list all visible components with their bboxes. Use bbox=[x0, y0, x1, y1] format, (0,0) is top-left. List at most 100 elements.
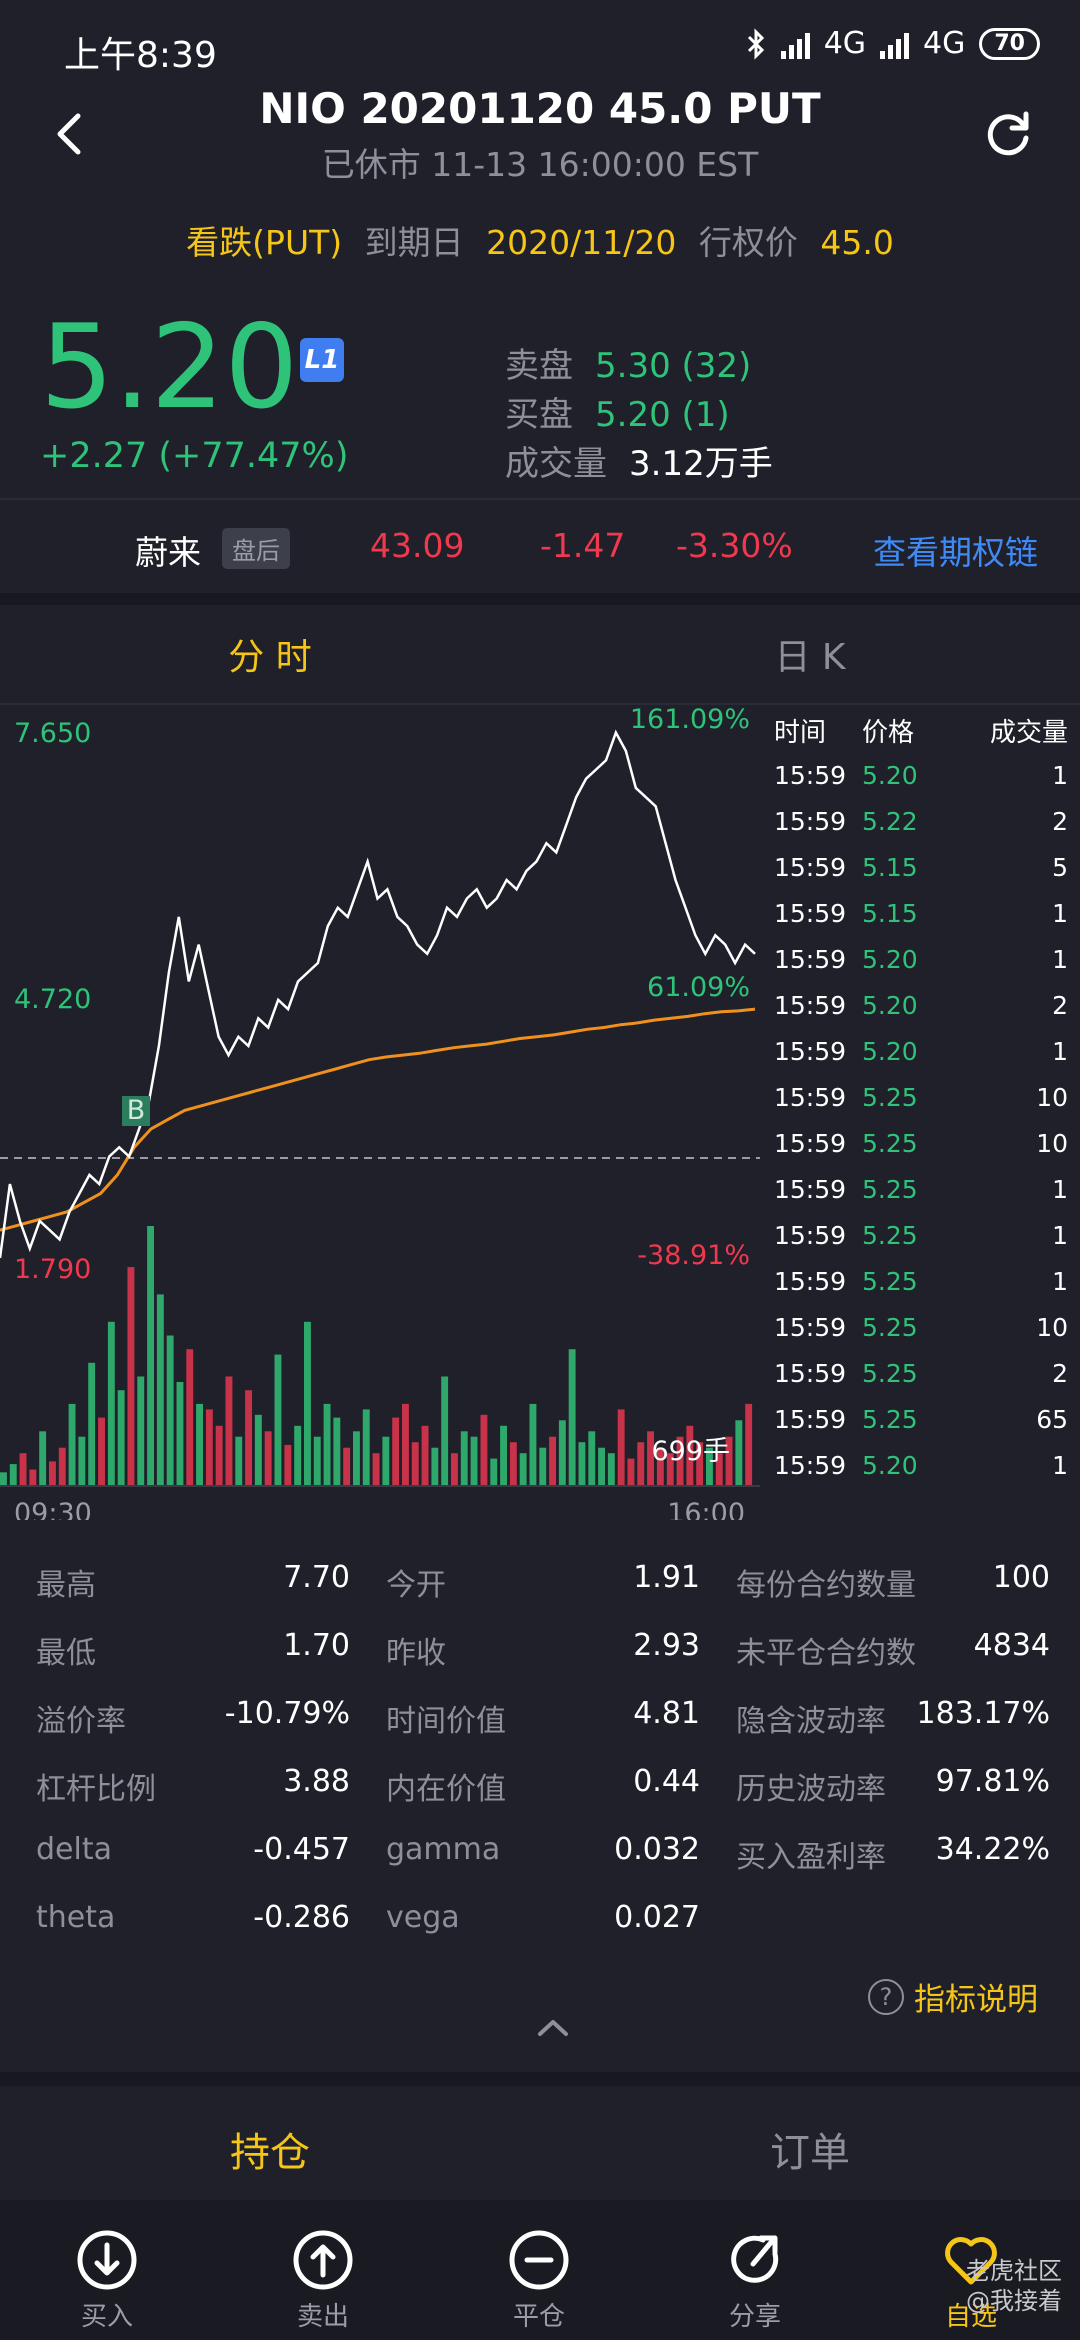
trade-row: 15:59 5.25 1 bbox=[768, 1212, 1080, 1258]
stat-value: 4.81 bbox=[633, 1696, 700, 1731]
volume-bar bbox=[696, 1442, 704, 1486]
stat-value: 100 bbox=[992, 1560, 1050, 1595]
tab-daily-k[interactable]: 日 K bbox=[774, 637, 846, 678]
trade-price: 5.15 bbox=[862, 898, 918, 928]
volume-bar bbox=[19, 1453, 27, 1486]
watchlist-button[interactable]: 自选 bbox=[896, 2228, 1046, 2333]
contract-info: 看跌(PUT) 到期日 2020/11/20 行权价 45.0 bbox=[0, 216, 1080, 264]
battery-icon: 70 bbox=[979, 27, 1040, 60]
trade-time: 15:59 bbox=[774, 1036, 847, 1066]
trade-time: 15:59 bbox=[774, 1450, 847, 1480]
trade-price: 5.20 bbox=[862, 990, 918, 1020]
volume-bar bbox=[313, 1436, 321, 1486]
status-bar: 上午8:39 4G 4G 70 bbox=[0, 0, 1080, 96]
trade-row: 15:59 5.25 1 bbox=[768, 1166, 1080, 1212]
stat-value: -0.286 bbox=[253, 1900, 350, 1935]
trade-row: 15:59 5.20 1 bbox=[768, 1028, 1080, 1074]
underlying-change: -1.47 bbox=[540, 526, 626, 565]
volume-bar bbox=[264, 1431, 272, 1486]
watermark-line-1: 老虎社区 bbox=[966, 2257, 1062, 2285]
x-start-label: 09:30 bbox=[14, 1498, 92, 1520]
trade-volume: 2 bbox=[1052, 806, 1068, 836]
trade-time: 15:59 bbox=[774, 898, 847, 928]
trade-row: 15:59 5.25 2 bbox=[768, 1350, 1080, 1396]
stat-value: 1.70 bbox=[283, 1628, 350, 1663]
watermark-line-2: @我接着 bbox=[966, 2287, 1062, 2315]
volume-bar bbox=[568, 1349, 576, 1486]
sell-button[interactable]: 卖出 bbox=[248, 2228, 398, 2333]
stat-value: 0.027 bbox=[614, 1900, 700, 1935]
stat-value: 97.81% bbox=[935, 1764, 1050, 1799]
watchlist-label: 自选 bbox=[944, 2302, 997, 2332]
chevron-up-icon[interactable] bbox=[536, 2016, 570, 2040]
indicator-help-link[interactable]: ? 指标说明 bbox=[868, 1974, 1038, 2019]
stat-value: 1.91 bbox=[633, 1560, 700, 1595]
trade-time: 15:59 bbox=[774, 1082, 847, 1112]
close-position-button[interactable]: 平仓 bbox=[464, 2228, 614, 2333]
stat-value: -10.79% bbox=[224, 1696, 350, 1731]
stat-label: 昨收 bbox=[386, 1636, 446, 1671]
trade-price: 5.20 bbox=[862, 1036, 918, 1066]
tab-orders[interactable]: 订单 bbox=[770, 2130, 850, 2176]
level-badge[interactable]: L1 bbox=[300, 338, 344, 382]
stat-value: 0.032 bbox=[614, 1832, 700, 1867]
volume-bar bbox=[460, 1431, 468, 1486]
network-type-1: 4G bbox=[823, 26, 867, 61]
volume-bar bbox=[29, 1469, 37, 1486]
trade-row: 15:59 5.25 10 bbox=[768, 1120, 1080, 1166]
volume-label: 699手 bbox=[651, 1436, 730, 1467]
bluetooth-icon bbox=[747, 27, 764, 60]
last-price: 5.20 bbox=[40, 300, 299, 435]
volume-bar bbox=[647, 1431, 654, 1486]
stats-grid: 最高 7.70 今开 1.91 每份合约数量 100 最低 1.70 昨收 2.93 未平仓合约数 4… bbox=[0, 1560, 1080, 1960]
volume-bar bbox=[117, 1390, 125, 1486]
stat-value: 34.22% bbox=[935, 1832, 1050, 1867]
tab-intraday[interactable]: 分 时 bbox=[228, 637, 312, 678]
trade-price: 5.25 bbox=[862, 1220, 918, 1250]
volume-bar bbox=[343, 1447, 351, 1486]
volume-bar bbox=[598, 1447, 605, 1486]
stat-label: 历史波动率 bbox=[736, 1772, 886, 1807]
trade-row: 15:59 5.20 1 bbox=[768, 936, 1080, 982]
status-time: 上午8:39 bbox=[64, 35, 217, 76]
header-volume: 成交量 bbox=[989, 718, 1068, 748]
section-gap bbox=[0, 593, 1080, 605]
volume-bar bbox=[627, 1458, 635, 1486]
pct-low-label: -38.91% bbox=[637, 1240, 750, 1271]
underlying-row[interactable]: 蔚来 盘后 43.09 -1.47 -3.30% 查看期权链 bbox=[0, 500, 1080, 592]
sell-label: 卖出 bbox=[296, 2302, 349, 2332]
trade-volume: 1 bbox=[1052, 1036, 1068, 1066]
trade-row: 15:59 5.20 1 bbox=[768, 752, 1080, 798]
volume-bar bbox=[58, 1447, 66, 1486]
trade-list[interactable]: 时间 价格 成交量 15:59 5.20 1 15:59 5.22 2 15:59 5.15 5… bbox=[768, 712, 1080, 1488]
option-chain-link[interactable]: 查看期权链 bbox=[873, 533, 1038, 572]
tab-positions[interactable]: 持仓 bbox=[230, 2130, 310, 2176]
bid-label: 买盘 bbox=[505, 395, 573, 435]
minus-circle-icon bbox=[509, 2230, 569, 2290]
back-arrow-icon[interactable] bbox=[44, 108, 96, 160]
volume-bar bbox=[137, 1376, 145, 1486]
stat-label: 最低 bbox=[36, 1636, 96, 1671]
trade-volume: 10 bbox=[1036, 1082, 1068, 1112]
after-hours-badge: 盘后 bbox=[222, 528, 290, 569]
share-button[interactable]: 分享 bbox=[680, 2228, 830, 2333]
buy-button[interactable]: 买入 bbox=[32, 2228, 182, 2333]
volume-bar bbox=[431, 1447, 439, 1486]
volume-bar bbox=[9, 1464, 17, 1486]
refresh-icon[interactable] bbox=[980, 108, 1036, 164]
signal-icon bbox=[780, 29, 810, 59]
trade-row: 15:59 5.25 1 bbox=[768, 1258, 1080, 1304]
price-change: +2.27 (+77.47%) bbox=[40, 436, 349, 476]
trade-price: 5.25 bbox=[862, 1404, 918, 1434]
volume-bar bbox=[558, 1420, 566, 1486]
volume-bars bbox=[0, 1226, 753, 1486]
signal-icon-2 bbox=[880, 29, 910, 59]
trade-price: 5.25 bbox=[862, 1082, 918, 1112]
volume-bar bbox=[519, 1453, 527, 1486]
stat-label: 每份合约数量 bbox=[736, 1568, 916, 1603]
trade-volume: 10 bbox=[1036, 1128, 1068, 1158]
volume-row: 成交量 3.12万手 bbox=[505, 436, 773, 485]
intraday-chart[interactable]: B 7.650 4.720 1.790 161.09% 61.09% -38.9… bbox=[0, 700, 760, 1520]
volume-bar bbox=[362, 1409, 370, 1486]
trade-price: 5.20 bbox=[862, 1450, 918, 1480]
